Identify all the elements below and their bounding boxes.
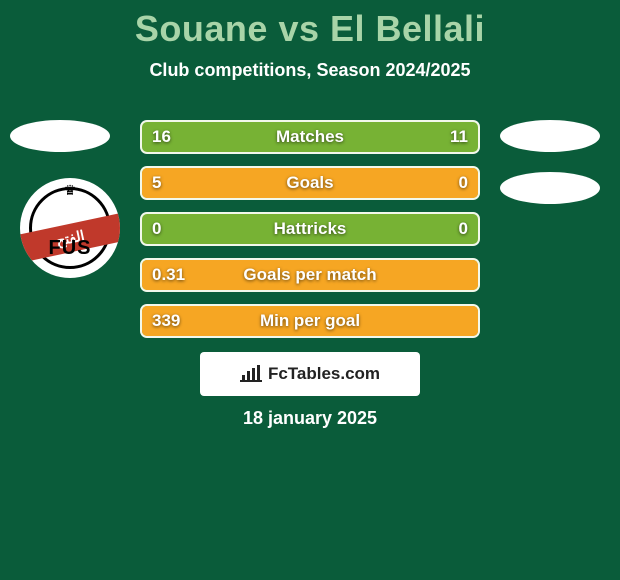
right-player-placeholder <box>500 120 600 224</box>
bar-label: Min per goal <box>142 306 478 336</box>
bar-chart-icon <box>240 365 262 383</box>
fus-badge-icon: ♛ الفتح FUS <box>20 178 120 278</box>
subtitle: Club competitions, Season 2024/2025 <box>0 60 620 81</box>
stat-bar: 0Hattricks0 <box>140 212 480 246</box>
bar-right-value: 0 <box>459 168 468 198</box>
bar-right-value: 0 <box>459 214 468 244</box>
player-shadow-ellipse <box>500 172 600 204</box>
brand-text: FcTables.com <box>268 364 380 384</box>
brand-watermark[interactable]: FcTables.com <box>200 352 420 396</box>
bar-label: Goals per match <box>142 260 478 290</box>
stat-bar: 0.31Goals per match <box>140 258 480 292</box>
bar-label: Matches <box>142 122 478 152</box>
comparison-card: Souane vs El Bellali Club competitions, … <box>0 0 620 580</box>
bar-right-value: 11 <box>450 122 468 152</box>
page-title: Souane vs El Bellali <box>0 0 620 50</box>
stats-bars: 16Matches115Goals00Hattricks00.31Goals p… <box>140 120 480 350</box>
stat-bar: 339Min per goal <box>140 304 480 338</box>
badge-latin-text: FUS <box>49 237 92 260</box>
left-player-placeholder <box>10 120 110 172</box>
player-shadow-ellipse <box>10 120 110 152</box>
club-badge: ♛ الفتح FUS <box>20 178 120 278</box>
crown-icon: ♛ <box>64 182 77 199</box>
stat-bar: 16Matches11 <box>140 120 480 154</box>
player-shadow-ellipse <box>500 120 600 152</box>
bar-label: Hattricks <box>142 214 478 244</box>
badge-ring: ♛ الفتح FUS <box>29 187 111 269</box>
bar-label: Goals <box>142 168 478 198</box>
date-text: 18 january 2025 <box>0 408 620 429</box>
stat-bar: 5Goals0 <box>140 166 480 200</box>
